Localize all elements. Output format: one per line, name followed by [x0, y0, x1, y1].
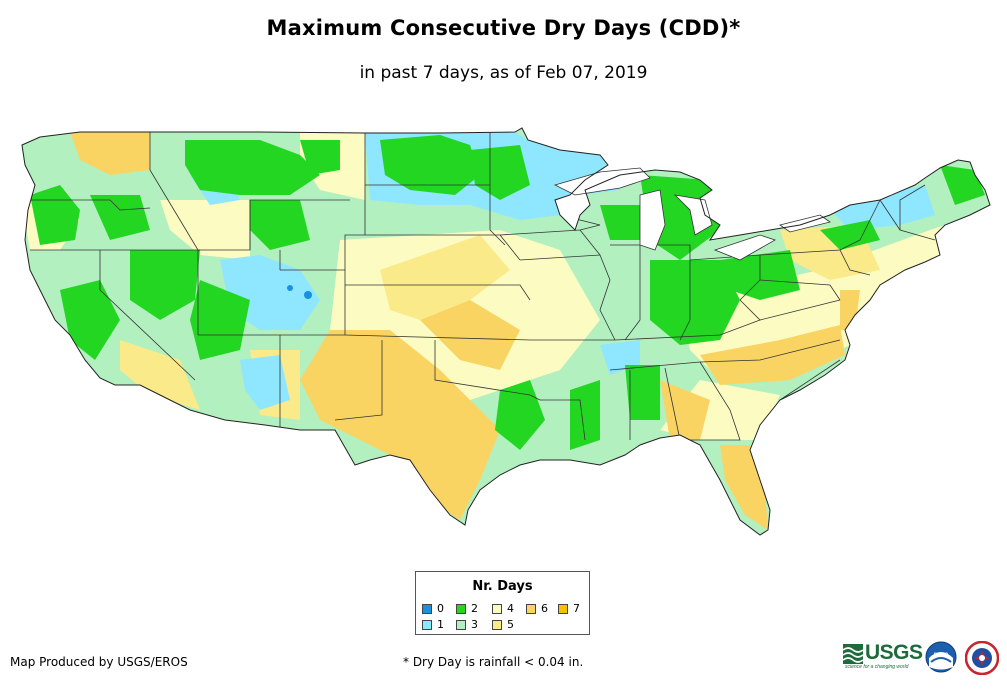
legend-label: 2 — [471, 602, 478, 615]
legend-label: 1 — [437, 618, 444, 631]
legend-swatch — [492, 603, 502, 614]
legend-item-5: 5 — [492, 618, 514, 631]
map-credit: Map Produced by USGS/EROS — [10, 655, 188, 669]
legend-item-6: 6 — [526, 602, 548, 615]
legend-swatch — [558, 603, 568, 614]
legend-label: 3 — [471, 618, 478, 631]
legend-label: 4 — [507, 602, 514, 615]
nws-seal-icon — [965, 641, 999, 675]
legend-swatch — [422, 603, 432, 614]
legend-swatch — [456, 603, 466, 614]
legend-item-0: 0 — [422, 602, 444, 615]
legend-swatch — [492, 619, 502, 630]
legend-label: 7 — [573, 602, 580, 615]
noaa-logo-text: noaa — [934, 651, 949, 658]
legend-label: 6 — [541, 602, 548, 615]
legend-swatch — [422, 619, 432, 630]
legend-swatch — [456, 619, 466, 630]
usgs-logo-text: USGS — [865, 641, 923, 664]
agency-logos: USGS science for a changing world noaa — [843, 641, 1003, 675]
usgs-wave-icon — [843, 644, 863, 664]
legend-swatch — [526, 603, 536, 614]
usgs-tagline: science for a changing world — [845, 664, 909, 670]
legend: Nr. Days 0 1 2 3 4 5 6 7 — [415, 571, 590, 635]
legend-title: Nr. Days — [472, 579, 533, 594]
noaa-logo-icon: noaa — [925, 641, 957, 673]
legend-item-3: 3 — [456, 618, 478, 631]
map-title: Maximum Consecutive Dry Days (CDD)* — [266, 16, 741, 40]
legend-label: 5 — [507, 618, 514, 631]
footnote: * Dry Day is rainfall < 0.04 in. — [403, 655, 584, 669]
legend-item-4: 4 — [492, 602, 514, 615]
legend-item-7: 7 — [558, 602, 580, 615]
map-subtitle: in past 7 days, as of Feb 07, 2019 — [359, 63, 648, 83]
legend-item-2: 2 — [456, 602, 478, 615]
legend-item-1: 1 — [422, 618, 444, 631]
legend-label: 0 — [437, 602, 444, 615]
